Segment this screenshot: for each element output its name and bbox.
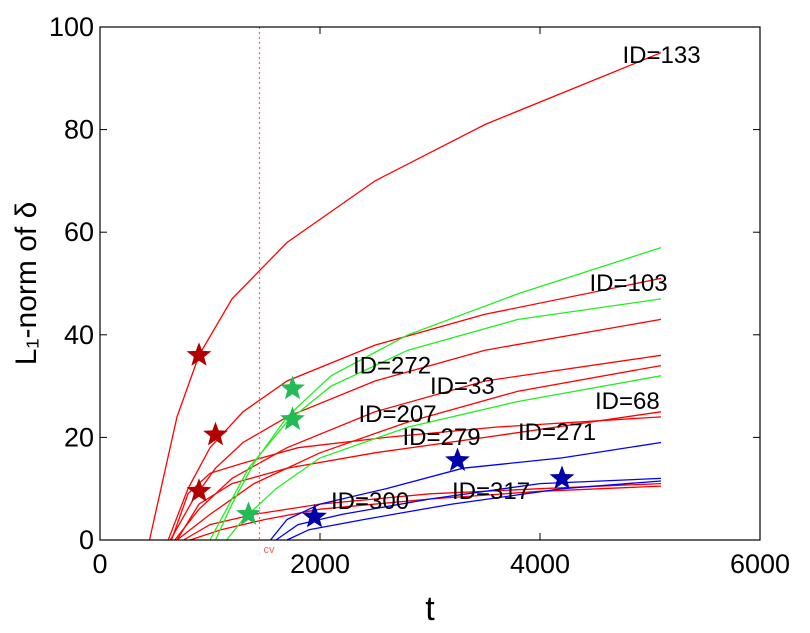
axes-box xyxy=(99,26,761,541)
series-line-red xyxy=(174,354,662,541)
series-line-red xyxy=(148,52,662,541)
id-annotation: ID=207 xyxy=(359,401,437,428)
star-marker xyxy=(203,421,228,446)
y-axis-label: L₁-norm of δ xyxy=(10,202,43,366)
id-annotation: ID=103 xyxy=(590,270,668,297)
y-tick-label: 0 xyxy=(79,525,94,555)
series-line-green xyxy=(209,298,662,541)
star-marker xyxy=(236,501,261,525)
x-tick-label: 0 xyxy=(92,549,107,579)
star-marker xyxy=(280,375,305,400)
x-tick-label: 2000 xyxy=(290,549,350,579)
id-annotation: ID=271 xyxy=(518,419,596,446)
x-tick-label: 4000 xyxy=(510,549,570,579)
cv-label: cv xyxy=(264,544,276,556)
series-line-blue xyxy=(269,441,662,541)
y-tick-label: 60 xyxy=(64,217,94,247)
y-tick-label: 100 xyxy=(49,12,94,42)
axis-ticks: 0 2000 4000 6000 0 20 40 60 80 100 xyxy=(49,12,790,579)
series-line-red xyxy=(176,364,662,541)
star-marker xyxy=(186,478,212,502)
id-annotation: ID=133 xyxy=(623,42,701,69)
star-marker xyxy=(302,503,327,528)
cv-marker-group: cv xyxy=(258,27,276,556)
y-tick-label: 80 xyxy=(64,115,94,145)
y-tick-label: 40 xyxy=(64,320,94,350)
star-marker xyxy=(549,465,575,489)
star-markers xyxy=(186,342,575,528)
id-annotation: ID=33 xyxy=(430,373,495,400)
id-annotation: ID=68 xyxy=(595,388,660,415)
series-line-green xyxy=(214,246,662,541)
star-marker xyxy=(280,406,305,430)
star-marker xyxy=(445,447,470,471)
id-annotation: ID=279 xyxy=(403,424,481,451)
x-axis-label: t xyxy=(425,590,435,628)
id-annotation: ID=300 xyxy=(331,488,409,515)
series-line-blue xyxy=(286,480,662,541)
y-tick-label: 20 xyxy=(64,422,94,452)
id-annotation: ID=272 xyxy=(353,352,431,379)
x-tick-label: 6000 xyxy=(730,549,790,579)
star-marker xyxy=(186,342,212,366)
series-line-red xyxy=(167,277,662,541)
series-line-red xyxy=(176,411,662,541)
id-annotation: ID=317 xyxy=(452,478,530,505)
